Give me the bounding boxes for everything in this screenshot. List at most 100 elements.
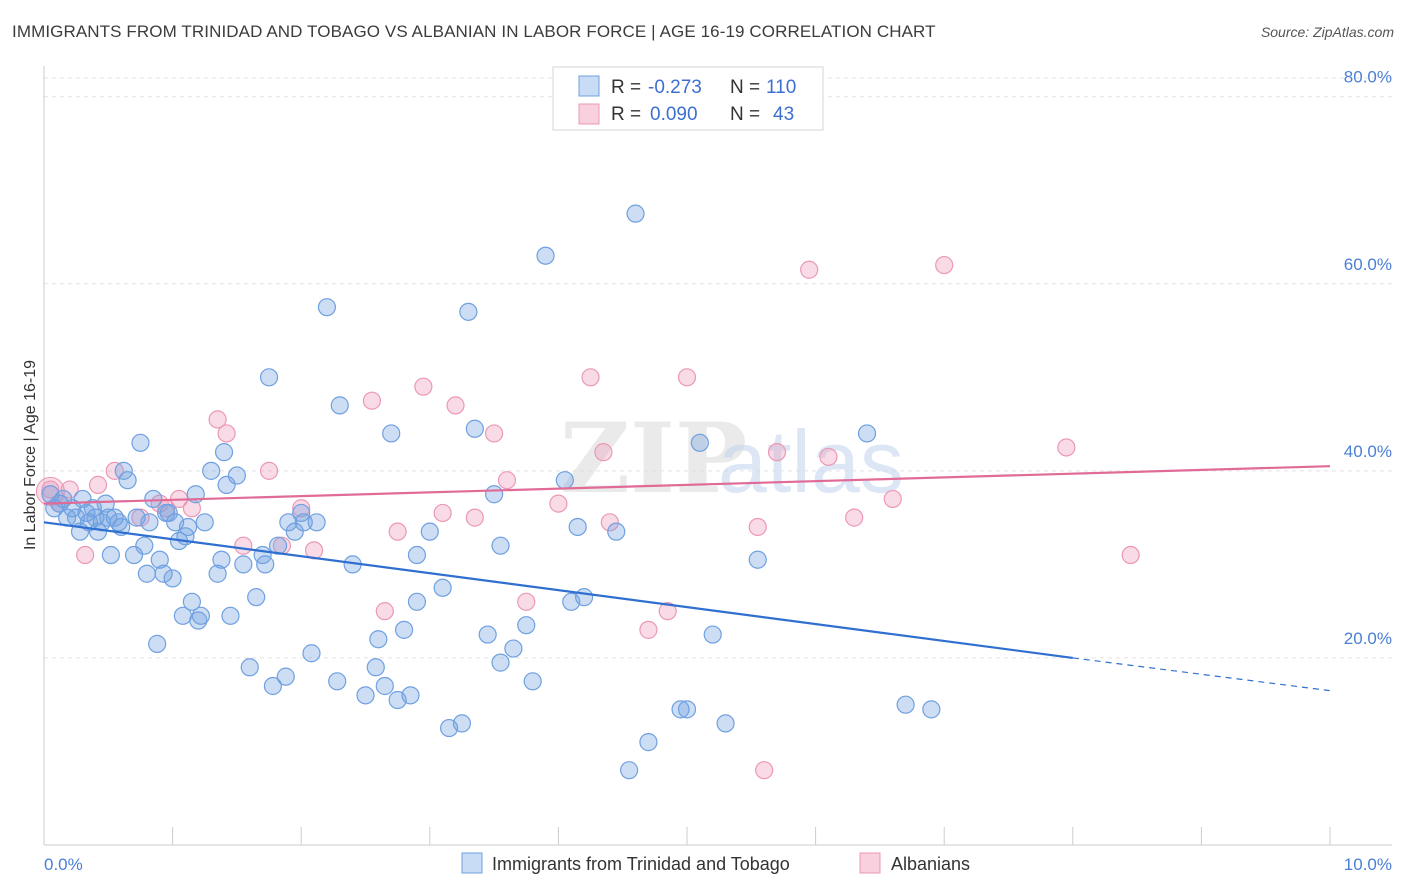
- stats-legend: R = -0.273 N = 110 R = 0.090 N = 43: [552, 66, 824, 131]
- data-point: [150, 550, 169, 569]
- data-point: [504, 639, 523, 658]
- data-point: [639, 620, 658, 639]
- data-point: [356, 686, 375, 705]
- data-point: [607, 522, 626, 541]
- data-point: [60, 480, 79, 499]
- data-point: [433, 503, 452, 523]
- data-point: [366, 658, 385, 677]
- data-point: [748, 550, 767, 569]
- data-point: [240, 658, 259, 677]
- y-tick-label: 60.0%: [1344, 255, 1392, 274]
- data-point: [767, 443, 787, 462]
- x-tick-left: 0.0%: [44, 855, 83, 874]
- data-point: [159, 503, 178, 523]
- data-point: [690, 433, 709, 452]
- data-point: [195, 513, 214, 532]
- data-point: [302, 644, 321, 663]
- data-point: [41, 480, 60, 499]
- data-point: [433, 578, 452, 597]
- legend-r-label-1: R =: [611, 77, 641, 98]
- bottom-legend-swatch-blue: [461, 852, 483, 874]
- data-point: [620, 761, 639, 780]
- legend-swatch-pink: [578, 103, 600, 125]
- data-point: [294, 513, 313, 532]
- data-point: [755, 761, 774, 780]
- data-point: [208, 410, 227, 429]
- data-point: [163, 569, 182, 588]
- data-point: [748, 517, 767, 537]
- data-point: [375, 602, 394, 621]
- data-point: [517, 616, 536, 635]
- legend-n-value-2: 43: [773, 104, 794, 125]
- data-point: [1057, 438, 1076, 457]
- data-point: [388, 522, 407, 541]
- y-axis-label: In Labor Force | Age 16-19: [22, 360, 39, 550]
- data-point: [96, 494, 115, 513]
- data-point: [99, 508, 118, 527]
- legend-r-value-1: -0.273: [648, 77, 702, 98]
- data-point: [256, 555, 275, 574]
- data-point: [459, 302, 478, 321]
- data-point: [131, 433, 150, 452]
- data-point: [407, 545, 427, 565]
- data-point: [658, 602, 677, 621]
- data-point: [677, 368, 697, 387]
- data-point: [214, 443, 234, 462]
- data-point: [575, 588, 594, 607]
- data-point: [154, 564, 173, 583]
- y-tick-label: 80.0%: [1344, 68, 1392, 87]
- data-point: [362, 391, 382, 410]
- legend-n-label-2: N =: [730, 104, 760, 125]
- data-point: [703, 625, 722, 644]
- data-point: [208, 564, 227, 583]
- bottom-legend-label-blue: Immigrants from Trinidad and Tobago: [492, 854, 790, 874]
- data-point: [845, 508, 864, 527]
- svg-text:ZIP: ZIP: [560, 402, 747, 515]
- trend-line-blue-extension: [1072, 657, 1331, 692]
- data-point: [247, 588, 266, 607]
- data-point: [76, 545, 95, 565]
- data-point: [485, 485, 504, 504]
- data-point: [191, 606, 210, 625]
- data-point: [259, 461, 279, 480]
- data-point: [677, 700, 697, 719]
- data-point: [414, 377, 433, 396]
- data-point: [234, 536, 253, 555]
- data-point: [922, 700, 941, 719]
- data-point: [491, 653, 510, 672]
- data-point: [491, 536, 510, 555]
- data-point: [478, 625, 497, 644]
- data-point: [497, 471, 517, 490]
- data-point: [568, 517, 587, 537]
- data-point: [114, 461, 133, 480]
- data-point: [465, 419, 484, 438]
- data-point: [935, 255, 954, 275]
- legend-n-value-1: 110: [766, 77, 796, 98]
- data-point: [88, 522, 108, 541]
- data-point: [144, 489, 163, 509]
- data-point: [857, 424, 877, 443]
- data-point: [369, 630, 388, 649]
- data-point: [420, 522, 439, 541]
- data-point: [626, 204, 645, 223]
- legend-swatch-blue: [578, 75, 600, 97]
- legend-r-label-2: R =: [611, 104, 641, 125]
- data-point: [217, 424, 236, 443]
- data-point: [1121, 545, 1140, 565]
- legend-n-label-1: N =: [730, 77, 760, 98]
- data-point: [101, 545, 120, 565]
- data-point: [148, 634, 167, 653]
- data-point: [896, 695, 915, 714]
- data-point: [883, 489, 902, 509]
- series-albanians: [35, 255, 1140, 780]
- data-point: [292, 499, 311, 518]
- data-point: [452, 714, 472, 733]
- data-point: [401, 686, 420, 705]
- data-point: [523, 672, 542, 691]
- data-point: [227, 466, 246, 485]
- data-point: [407, 592, 427, 611]
- axes: [43, 66, 1392, 846]
- chart-source: Source: ZipAtlas.com: [1260, 24, 1394, 40]
- data-point: [212, 550, 231, 569]
